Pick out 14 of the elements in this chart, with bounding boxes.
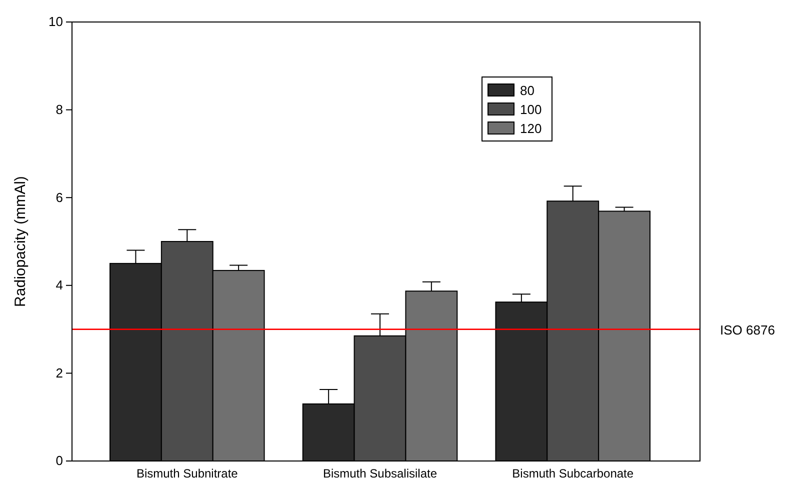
legend-label: 100 — [520, 102, 542, 117]
y-tick-label: 8 — [56, 102, 63, 117]
legend-label: 120 — [520, 121, 542, 136]
x-tick-label: Bismuth Subcarbonate — [512, 466, 634, 481]
x-tick-label: Bismuth Subnitrate — [136, 466, 238, 481]
legend-label: 80 — [520, 83, 534, 98]
y-tick-label: 6 — [56, 190, 63, 205]
ref-line-label: ISO 6876 — [720, 322, 775, 338]
y-axis-title: Radiopacity (mmAl) — [12, 176, 29, 307]
x-tick-label: Bismuth Subsalisilate — [322, 466, 438, 481]
y-tick-label: 10 — [48, 14, 63, 30]
y-tick-label: 0 — [56, 453, 63, 468]
y-tick-label: 4 — [56, 278, 63, 293]
y-tick-label: 2 — [56, 365, 63, 380]
